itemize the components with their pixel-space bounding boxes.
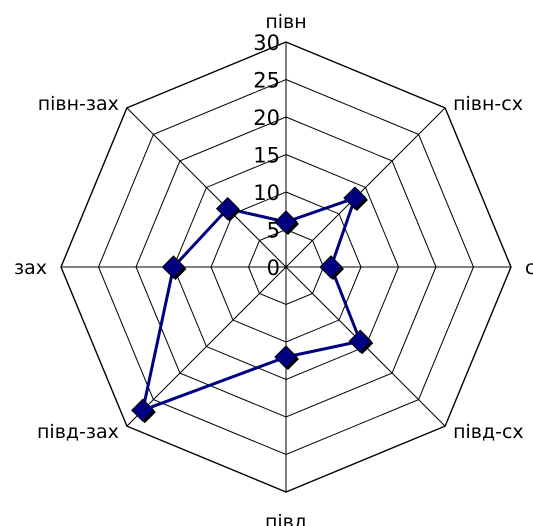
tick-label-20: 20 [253, 106, 280, 130]
data-point-півн-сх [343, 186, 367, 210]
spoke-5 [126, 266, 287, 427]
axis-label-півн-зах: півн-зах [38, 93, 119, 115]
data-point-півд [274, 345, 298, 369]
data-point-зах [161, 255, 186, 279]
tick-label-15: 15 [253, 144, 280, 168]
tick-label-layer: 0 5 10 15 20 25 30 [253, 31, 280, 280]
data-point-півд-зах [131, 398, 155, 422]
axis-label-півд-сх: півд-сх [453, 421, 524, 443]
axis-label-півд-зах: півд-зах [37, 421, 119, 443]
tick-label-10: 10 [253, 181, 280, 205]
axis-label-сх: сх [525, 257, 533, 279]
tick-label-25: 25 [253, 69, 280, 93]
marker-layer [131, 186, 374, 424]
tick-label-0: 0 [267, 256, 280, 280]
axis-label-layer: півн півн-сх сх півд-сх півд півд-зах зах півн-… [14, 11, 533, 526]
data-point-півд-сх [348, 329, 372, 353]
data-point-сх [319, 255, 343, 279]
tick-label-30: 30 [253, 31, 280, 55]
series-layer [141, 196, 362, 412]
spoke-1 [285, 107, 446, 268]
tick-label-5: 5 [267, 219, 280, 243]
series-line-0 [141, 196, 362, 412]
spoke-layer [61, 42, 511, 492]
axis-label-зах: зах [14, 257, 47, 279]
axis-label-півд: півд [265, 511, 307, 526]
axis-label-півн-сх: півн-сх [453, 93, 523, 115]
data-point-півн [274, 210, 298, 234]
spoke-7 [126, 107, 287, 268]
axis-label-півн: півн [265, 11, 306, 33]
data-point-півн-зах [215, 196, 240, 221]
